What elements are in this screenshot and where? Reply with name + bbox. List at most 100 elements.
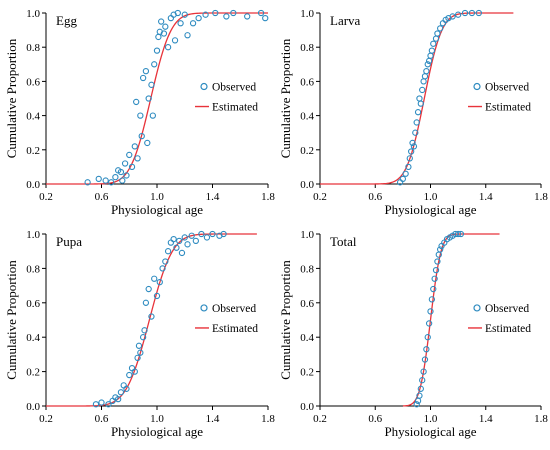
observed-point bbox=[119, 177, 126, 184]
observed-point bbox=[423, 67, 430, 75]
observed-point bbox=[230, 9, 237, 17]
observed-point bbox=[138, 132, 145, 140]
legend-observed-label: Observed bbox=[485, 82, 529, 94]
observed-point bbox=[409, 139, 416, 147]
y-tick-label: 1.0 bbox=[26, 8, 40, 20]
observed-point bbox=[149, 112, 156, 119]
y-tick-label: 0.0 bbox=[26, 401, 40, 413]
x-axis-label: Physiological age bbox=[111, 202, 203, 217]
observed-point bbox=[220, 230, 227, 238]
observed-point bbox=[262, 14, 269, 22]
observed-point bbox=[176, 237, 183, 245]
observed-point bbox=[410, 143, 418, 150]
y-tick-label: 0.6 bbox=[300, 76, 314, 88]
panel-title: Larva bbox=[330, 13, 361, 28]
observed-point bbox=[151, 61, 158, 68]
observed-point bbox=[399, 175, 407, 183]
chart-panel-3: 0.00.20.40.60.81.00.2 0.6 1.0 1.4 1.8Physiol… bbox=[4, 229, 275, 439]
observed-point bbox=[449, 13, 456, 20]
observed-point bbox=[202, 11, 209, 18]
y-tick-label: 0.8 bbox=[26, 263, 40, 275]
observed-point bbox=[209, 230, 216, 238]
observed-point bbox=[437, 246, 444, 253]
observed-point bbox=[153, 47, 161, 54]
x-tick-label: 0.6 bbox=[368, 413, 382, 425]
observed-point bbox=[212, 9, 219, 17]
observed-point bbox=[416, 95, 423, 102]
y-tick-label: 0.6 bbox=[300, 298, 314, 310]
observed-point bbox=[144, 139, 151, 147]
observed-point bbox=[126, 371, 133, 379]
y-tick-label: 0.4 bbox=[300, 332, 314, 344]
y-tick-label: 0.4 bbox=[300, 111, 314, 123]
x-tick-label: 0.2 bbox=[313, 413, 327, 425]
observed-point bbox=[167, 14, 175, 22]
observed-point bbox=[416, 392, 423, 399]
observed-point bbox=[84, 179, 91, 186]
y-tick-label: 0.0 bbox=[300, 401, 314, 413]
observed-point bbox=[137, 112, 144, 119]
x-tick-label: 1.0 bbox=[424, 191, 438, 203]
observed-point bbox=[155, 33, 162, 41]
observed-point bbox=[195, 14, 202, 22]
observed-point bbox=[117, 389, 125, 396]
x-tick-label: 1.4 bbox=[479, 413, 493, 425]
observed-point bbox=[102, 177, 109, 184]
panel-title: Egg bbox=[56, 13, 77, 28]
legend-observed-label: Observed bbox=[212, 82, 256, 94]
observed-point bbox=[131, 368, 138, 375]
chart-panel-1: 0.00.20.40.60.81.00.2 0.6 1.0 1.4 1.8Physiol… bbox=[4, 8, 275, 217]
y-axis-label: Cumulative Proportion bbox=[278, 260, 293, 380]
observed-point bbox=[454, 11, 462, 18]
x-tick-label: 1.0 bbox=[150, 191, 164, 203]
y-tick-label: 1.0 bbox=[300, 229, 314, 241]
observed-point bbox=[181, 234, 188, 241]
observed-point bbox=[170, 236, 177, 243]
observed-point bbox=[402, 170, 409, 177]
observed-point bbox=[430, 40, 437, 47]
observed-point bbox=[177, 20, 184, 27]
legend-estimated-label: Estimated bbox=[212, 102, 258, 114]
observed-point bbox=[181, 11, 188, 18]
observed-point bbox=[408, 148, 415, 155]
observed-point bbox=[151, 275, 158, 282]
y-tick-label: 0.4 bbox=[26, 111, 40, 123]
y-tick-label: 0.8 bbox=[26, 42, 40, 54]
observed-point bbox=[427, 308, 434, 315]
observed-point bbox=[135, 342, 143, 349]
observed-point bbox=[158, 18, 165, 25]
x-tick-label: 1.4 bbox=[479, 191, 493, 203]
observed-point bbox=[439, 20, 447, 27]
observed-point bbox=[148, 81, 155, 88]
y-tick-label: 0.6 bbox=[26, 298, 40, 310]
chart-panel-4: 0.00.20.40.60.81.00.2 0.6 1.0 1.4 1.8Physiol… bbox=[278, 229, 548, 439]
observed-point bbox=[405, 163, 412, 171]
observed-point bbox=[189, 20, 197, 27]
observed-point bbox=[137, 349, 144, 356]
observed-point bbox=[112, 174, 119, 181]
observed-point bbox=[414, 109, 422, 116]
observed-point bbox=[420, 78, 427, 85]
panel-title: Total bbox=[330, 234, 357, 249]
observed-point bbox=[134, 155, 141, 162]
y-tick-label: 0.0 bbox=[300, 179, 314, 191]
observed-point bbox=[133, 98, 140, 106]
observed-point bbox=[184, 32, 191, 39]
observed-point bbox=[178, 249, 186, 257]
observed-point bbox=[461, 9, 469, 17]
legend-observed-marker bbox=[473, 304, 481, 312]
observed-point bbox=[92, 401, 100, 408]
observed-point bbox=[162, 258, 169, 265]
observed-point bbox=[413, 119, 420, 126]
observed-point bbox=[128, 365, 136, 372]
y-axis-label: Cumulative Proportion bbox=[4, 38, 19, 158]
observed-point bbox=[432, 266, 440, 274]
observed-point bbox=[164, 44, 172, 51]
observed-point bbox=[174, 9, 181, 17]
observed-point bbox=[171, 37, 179, 44]
observed-point bbox=[413, 401, 420, 408]
observed-point bbox=[244, 13, 251, 20]
observed-point bbox=[145, 95, 152, 102]
observed-point bbox=[159, 265, 166, 272]
